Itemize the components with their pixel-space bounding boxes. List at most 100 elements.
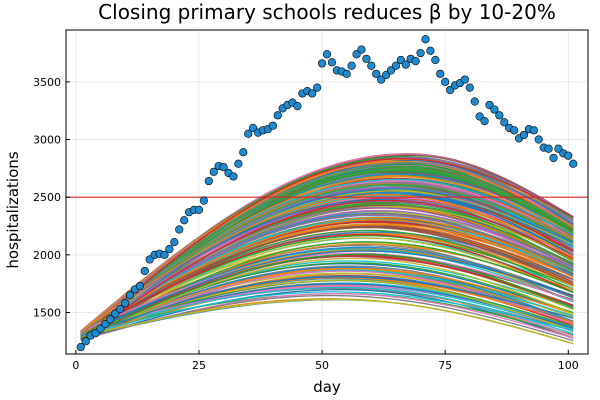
simulation-line (80, 194, 574, 332)
x-tick-label: 0 (72, 359, 79, 372)
observed-point (244, 129, 253, 138)
observed-point (421, 35, 430, 44)
observed-point (441, 77, 450, 86)
simulation-line (80, 237, 574, 341)
observed-point (362, 54, 371, 63)
observed-point (436, 69, 445, 78)
observed-point (519, 130, 529, 140)
observed-point (347, 61, 356, 70)
x-tick-label: 25 (192, 359, 206, 372)
observed-point (76, 342, 85, 352)
observed-point (209, 167, 218, 176)
observed-point (544, 144, 553, 153)
observed-point (317, 59, 327, 68)
observed-point (569, 159, 578, 168)
observed-point (401, 60, 410, 69)
observed-point (500, 118, 509, 127)
observed-point (372, 69, 381, 78)
simulation-line (80, 219, 574, 335)
observed-point (549, 153, 558, 163)
simulation-line (80, 158, 574, 340)
y-tick-label: 3000 (33, 134, 61, 147)
observed-point (313, 83, 322, 92)
simulation-line (80, 286, 574, 335)
observed-point (480, 116, 489, 126)
observed-point (194, 205, 204, 214)
simulation-line (80, 183, 574, 335)
simulation-line (80, 166, 574, 339)
plot-frame (65, 29, 589, 355)
observed-point (229, 172, 238, 181)
observed-point (465, 83, 474, 92)
simulation-line (80, 255, 574, 337)
observed-point (322, 50, 332, 59)
simulation-line (80, 207, 574, 336)
observed-point (135, 281, 144, 291)
observed-point (495, 111, 504, 120)
observed-point (106, 315, 115, 324)
observed-point (140, 266, 149, 276)
observed-point (165, 244, 174, 254)
tick-labels: 0 25 50 75 100 1500 2000 2500 3000 3500 (33, 76, 579, 372)
observed-point (293, 101, 302, 111)
observed-point (470, 97, 479, 106)
observed-point (534, 135, 543, 144)
observed-point (180, 216, 189, 225)
simulation-line (80, 233, 574, 335)
observed-point (234, 159, 243, 168)
y-tick-label: 1500 (33, 306, 61, 319)
simulation-line (80, 276, 574, 337)
observed-point (431, 55, 440, 65)
y-tick-label: 2000 (33, 249, 61, 262)
observed-point (367, 61, 376, 70)
simulation-line (80, 218, 574, 334)
observed-point (460, 75, 469, 84)
observed-points (76, 35, 578, 352)
simulation-line (80, 257, 574, 340)
simulation-line (80, 285, 574, 337)
simulation-line (80, 252, 574, 333)
simulation-line (80, 182, 574, 335)
observed-point (125, 291, 135, 300)
observed-point (327, 58, 337, 67)
observed-point (411, 57, 420, 66)
observed-point (357, 45, 366, 54)
x-tick-label: 75 (438, 359, 452, 372)
simulation-line (80, 246, 574, 338)
simulation-line (80, 250, 574, 337)
simulation-line (80, 269, 574, 338)
simulation-lines (80, 153, 574, 345)
observed-point (416, 48, 425, 58)
simulation-line (80, 267, 574, 335)
x-tick-label: 100 (558, 359, 579, 372)
simulation-line (80, 199, 574, 341)
simulation-line (80, 226, 574, 333)
simulation-line (80, 298, 574, 345)
observed-point (219, 163, 228, 172)
y-tick-label: 2500 (33, 191, 61, 204)
observed-point (268, 121, 277, 130)
simulation-line (80, 253, 574, 340)
observed-point (199, 196, 208, 205)
simulation-line (80, 289, 574, 340)
x-axis-label: day (313, 378, 341, 396)
observed-point (510, 126, 519, 135)
observed-point (175, 225, 184, 234)
simulation-line (80, 291, 574, 337)
observed-point (426, 46, 435, 55)
observed-point (239, 148, 248, 157)
observed-point (273, 111, 282, 120)
observed-point (342, 69, 351, 78)
y-axis-label: hospitalizations (4, 151, 22, 268)
simulation-line (80, 160, 574, 333)
y-tick-label: 3500 (33, 76, 61, 89)
simulation-line (80, 223, 574, 339)
observed-point (81, 337, 90, 346)
observed-point (308, 89, 317, 98)
observed-point (116, 304, 125, 314)
x-tick-label: 50 (315, 359, 329, 372)
observed-point (170, 238, 179, 247)
observed-point (564, 151, 573, 160)
observed-point (160, 250, 169, 259)
